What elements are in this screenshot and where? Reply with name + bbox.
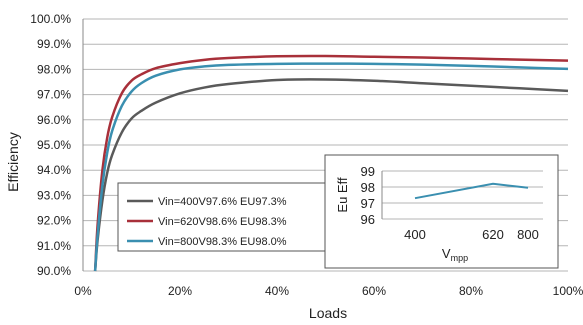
legend-label: Vin=620V98.6% EU98.3% (158, 216, 287, 228)
y-tick-labels: 90.0% 91.0% 92.0% 93.0% 94.0% 95.0% 96.0% 97.0%… (30, 12, 71, 278)
legend-item: Vin=620V98.6% EU98.3% (127, 216, 287, 228)
legend-label: Vin=400V97.6% EU97.3% (158, 196, 287, 208)
y-tick-label: 93.0% (37, 188, 71, 202)
y-tick-label: 91.0% (37, 239, 71, 253)
inset-series (414, 182, 529, 200)
inset-series-line (414, 182, 529, 200)
x-tick-labels: 0% 20% 40% 60% 80% 100% (74, 284, 583, 298)
inset-x-axis-label-main: V (442, 246, 451, 261)
y-tick-label: 97.0% (37, 88, 71, 102)
inset-y-axis-label: Eu Eff (335, 177, 350, 213)
y-tick-label: 95.0% (37, 138, 71, 152)
y-tick-label: 92.0% (37, 214, 71, 228)
inset-box (324, 154, 559, 269)
legend-item: Vin=400V97.6% EU97.3% (127, 196, 287, 208)
inset-y-tick-label: 98 (361, 180, 375, 195)
series-lines (93, 54, 569, 272)
inset-y-tick-label: 97 (361, 196, 375, 211)
legend-item: Vin=800V98.3% EU98.0% (127, 236, 287, 248)
inset-y-tick-label: 96 (361, 212, 375, 227)
inset-x-axis-label-sub: mpp (451, 253, 469, 263)
inset-x-tick-labels: 400 620 800 (404, 227, 539, 242)
inset-x-axis-label: Vmpp (442, 246, 468, 263)
y-tick-label: 90.0% (37, 264, 71, 278)
y-tick-label: 94.0% (37, 163, 71, 177)
y-tick-label: 99.0% (37, 37, 71, 51)
y-axis-label: Efficiency (5, 132, 21, 192)
series-line-1 (93, 78, 569, 272)
inset-x-tick-label: 800 (517, 227, 539, 242)
legend-box (117, 182, 334, 252)
y-tick-label: 96.0% (37, 113, 71, 127)
y-tick-label: 98.0% (37, 62, 71, 76)
inset-x-tick-label: 620 (482, 227, 504, 242)
x-tick-label: 100% (553, 284, 583, 298)
y-tick-label: 100.0% (30, 12, 71, 26)
series-line-2 (93, 54, 569, 272)
x-tick-label: 60% (362, 284, 386, 298)
x-tick-label: 20% (168, 284, 192, 298)
inset-y-tick-label: 99 (361, 164, 375, 179)
x-tick-label: 80% (459, 284, 483, 298)
legend: Vin=400V97.6% EU97.3% Vin=620V98.6% EU98.… (117, 182, 334, 252)
x-axis-label: Loads (309, 305, 347, 321)
x-tick-label: 40% (265, 284, 289, 298)
legend-label: Vin=800V98.3% EU98.0% (158, 236, 287, 248)
x-tick-label: 0% (74, 284, 92, 298)
inset-x-tick-label: 400 (404, 227, 426, 242)
series-line-3 (93, 62, 569, 272)
